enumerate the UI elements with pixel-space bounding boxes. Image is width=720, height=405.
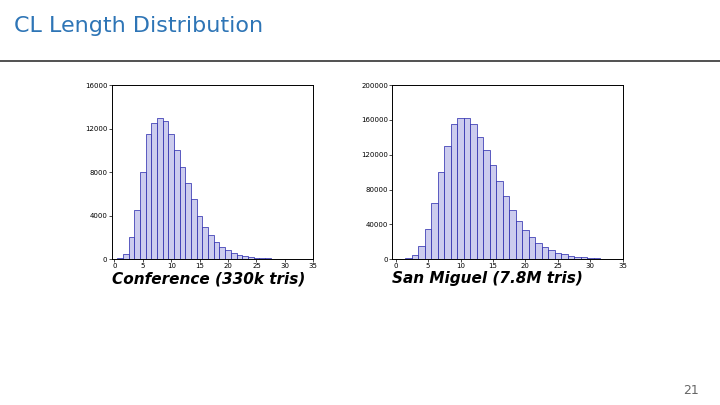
Text: San Miguel (7.8M tris): San Miguel (7.8M tris): [392, 271, 583, 286]
Bar: [225, 250, 231, 259]
Bar: [140, 172, 145, 259]
Bar: [135, 210, 140, 259]
Bar: [554, 253, 561, 259]
Bar: [470, 124, 477, 259]
Bar: [438, 172, 444, 259]
Bar: [477, 137, 483, 259]
Bar: [600, 258, 606, 259]
Bar: [535, 243, 541, 259]
Bar: [214, 242, 220, 259]
Bar: [168, 134, 174, 259]
Bar: [145, 134, 151, 259]
Bar: [561, 254, 567, 259]
Bar: [163, 121, 168, 259]
Bar: [220, 247, 225, 259]
Bar: [509, 209, 516, 259]
Bar: [186, 183, 191, 259]
Text: 21: 21: [683, 384, 698, 397]
Bar: [202, 226, 208, 259]
Bar: [237, 255, 242, 259]
Bar: [516, 221, 522, 259]
Bar: [567, 256, 574, 259]
Bar: [123, 254, 129, 259]
Bar: [593, 258, 600, 259]
Bar: [129, 237, 135, 259]
Bar: [197, 216, 202, 259]
Bar: [248, 257, 253, 259]
Bar: [412, 255, 418, 259]
Bar: [425, 229, 431, 259]
Bar: [151, 123, 157, 259]
Bar: [157, 118, 163, 259]
Bar: [405, 258, 412, 259]
Bar: [208, 235, 214, 259]
Bar: [253, 258, 259, 259]
Bar: [242, 256, 248, 259]
Bar: [444, 146, 451, 259]
Bar: [587, 258, 593, 259]
Bar: [117, 258, 123, 259]
Bar: [271, 258, 276, 259]
Bar: [496, 181, 503, 259]
Bar: [522, 230, 528, 259]
Bar: [431, 202, 438, 259]
Bar: [503, 196, 509, 259]
Bar: [490, 165, 496, 259]
Bar: [457, 118, 464, 259]
Bar: [180, 167, 186, 259]
Bar: [451, 124, 457, 259]
Bar: [265, 258, 271, 259]
Bar: [259, 258, 265, 259]
Bar: [231, 253, 237, 259]
Bar: [464, 118, 470, 259]
Bar: [548, 250, 554, 259]
Bar: [418, 246, 425, 259]
Text: CL Length Distribution: CL Length Distribution: [14, 16, 264, 36]
Bar: [580, 257, 587, 259]
Bar: [574, 257, 580, 259]
Bar: [174, 150, 180, 259]
Bar: [528, 237, 535, 259]
Bar: [541, 247, 548, 259]
Text: Conference (330k tris): Conference (330k tris): [112, 271, 305, 286]
Bar: [191, 199, 197, 259]
Bar: [483, 150, 490, 259]
